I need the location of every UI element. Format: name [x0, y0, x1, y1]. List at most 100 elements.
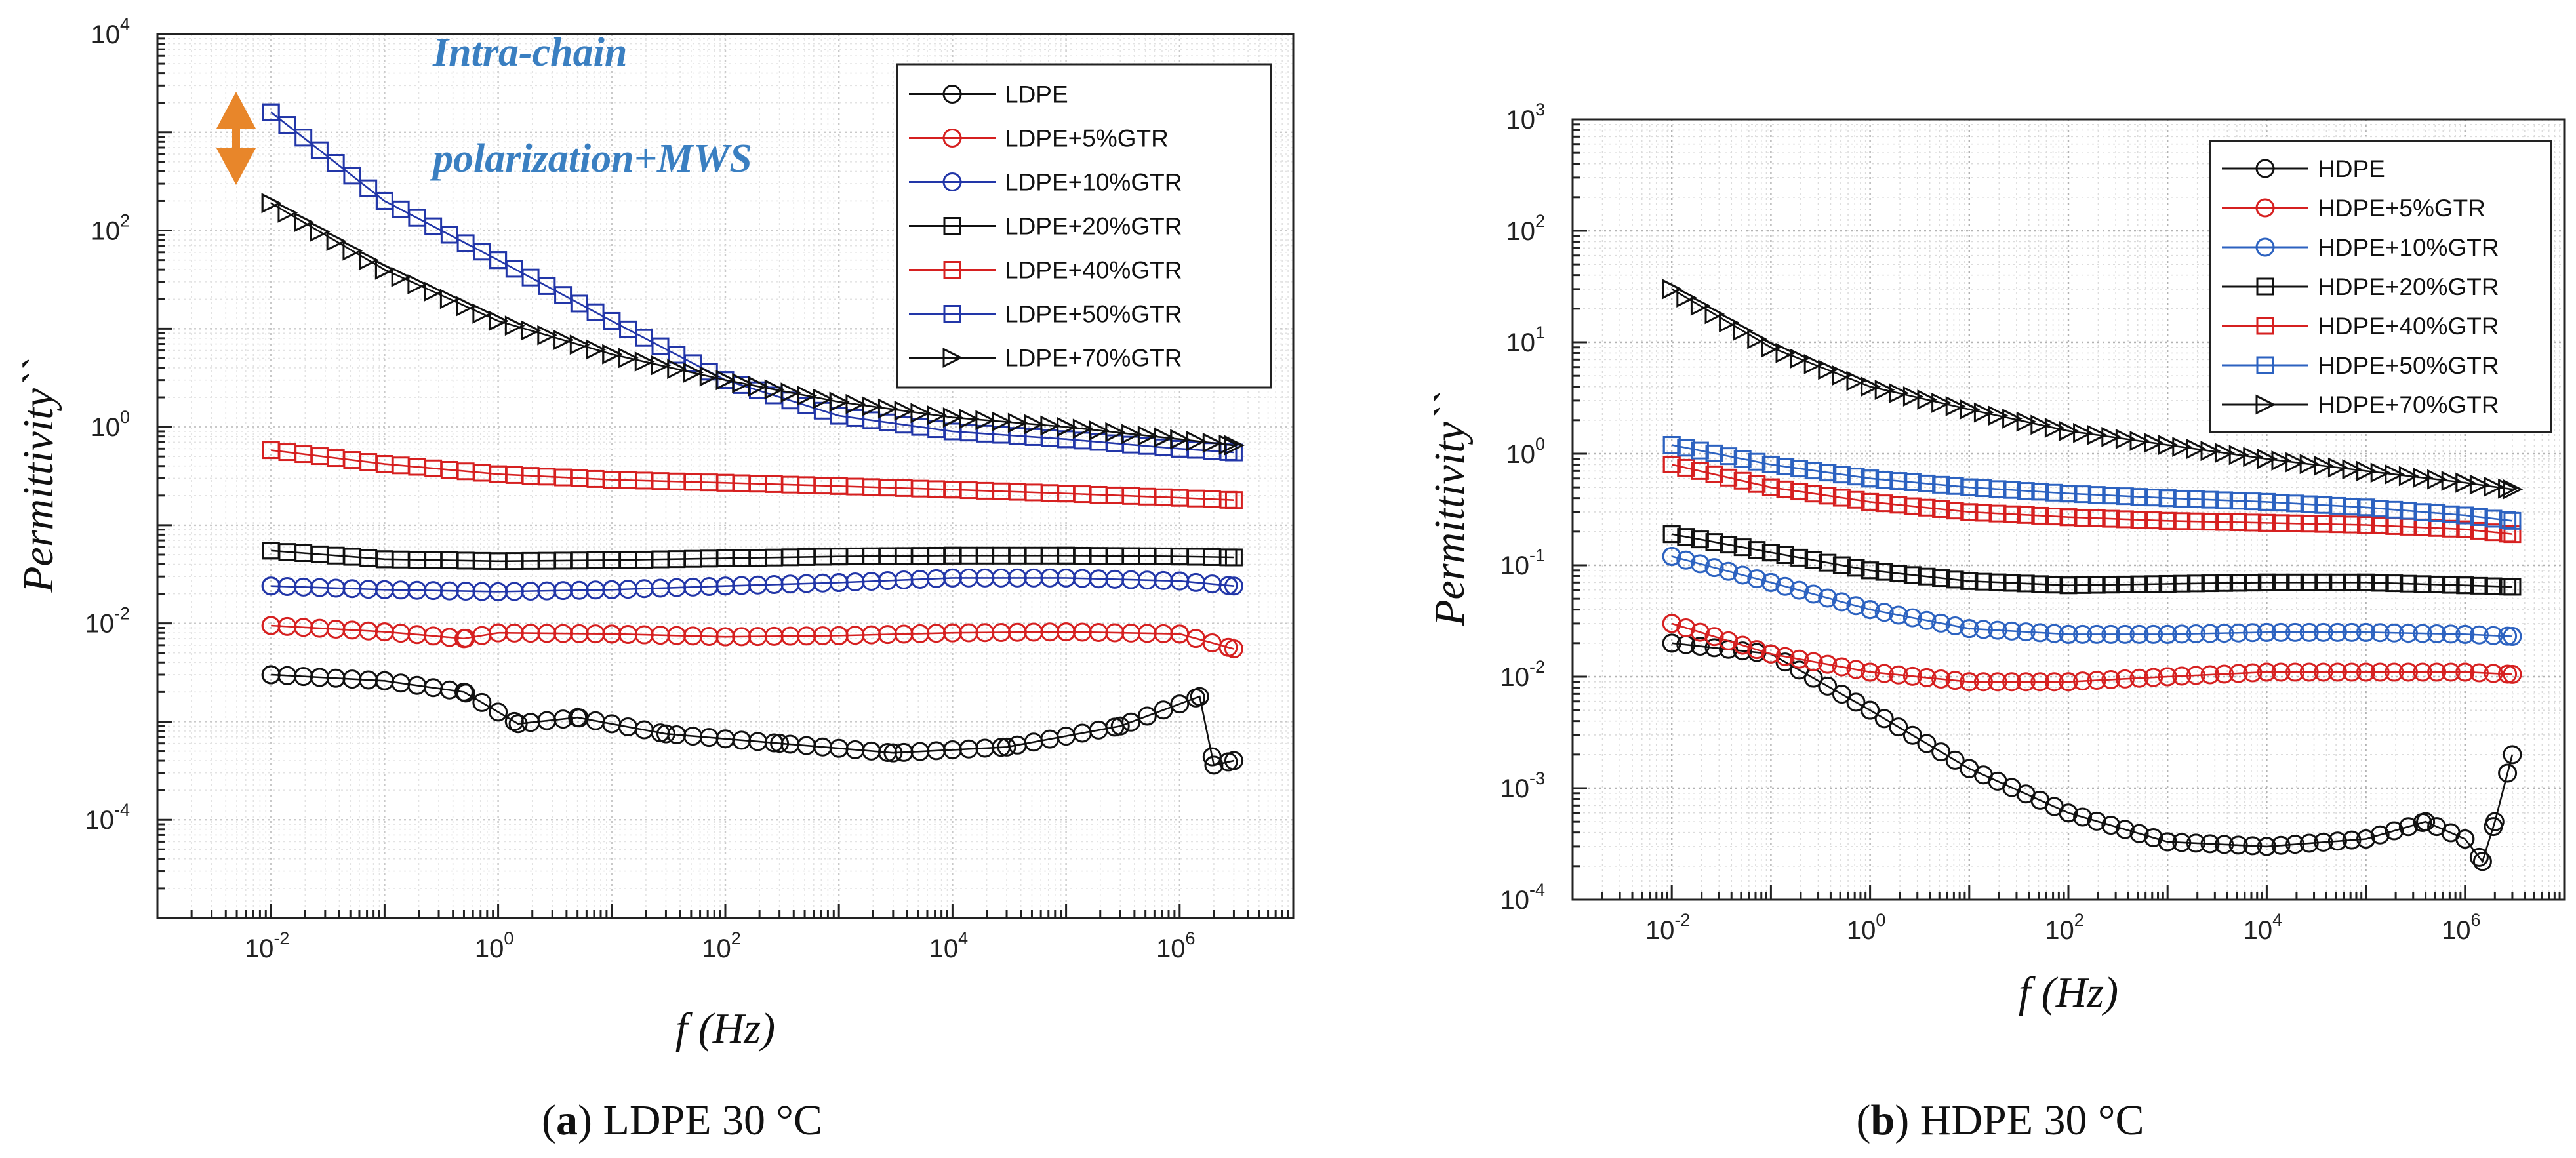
data-point — [2115, 820, 2135, 839]
data-point — [2327, 622, 2347, 642]
data-point — [1988, 504, 2007, 523]
data-point — [716, 549, 735, 567]
data-point — [603, 471, 621, 489]
data-point — [359, 179, 378, 197]
data-point — [2158, 667, 2177, 687]
data-point — [1775, 576, 1795, 596]
data-point — [2343, 498, 2361, 516]
data-point — [716, 473, 735, 492]
data-point — [2158, 511, 2177, 530]
data-point — [1931, 613, 1951, 633]
data-point — [1761, 644, 1781, 664]
data-point — [2328, 515, 2346, 534]
data-point — [992, 411, 1012, 432]
data-point — [748, 376, 769, 397]
data-point — [1818, 654, 1838, 674]
data-point — [1903, 473, 1922, 491]
data-point — [2144, 489, 2163, 507]
data-point — [1819, 553, 1837, 572]
data-point — [375, 191, 393, 210]
legend-item: LDPE — [909, 81, 1068, 108]
data-point — [1902, 725, 1922, 745]
y-axis-title: Permittivity`` — [14, 359, 62, 593]
data-point — [2044, 624, 2064, 643]
series-ldpe-40-gtr — [262, 441, 1243, 509]
data-point — [2327, 831, 2347, 851]
legend-item: HDPE+20%GTR — [2222, 273, 2499, 300]
y-tick-label: 101 — [1506, 323, 1545, 357]
series-hdpe-5-gtr — [1662, 614, 2522, 692]
data-point — [2101, 624, 2121, 644]
data-point — [1202, 432, 1223, 453]
data-point — [2073, 807, 2093, 827]
data-point — [2059, 803, 2078, 823]
data-point — [2059, 508, 2078, 527]
data-point — [2498, 763, 2518, 783]
data-point — [1775, 342, 1796, 363]
data-point — [2498, 478, 2518, 499]
data-point — [2342, 830, 2362, 850]
data-point — [2059, 576, 2078, 595]
data-point — [2073, 671, 2093, 691]
data-point — [1946, 477, 1964, 495]
data-point — [1733, 320, 1754, 341]
data-point — [1918, 498, 1936, 517]
data-point — [2059, 420, 2080, 441]
data-point — [1775, 652, 1795, 672]
data-point — [1121, 424, 1142, 445]
chart-a: 10-2 100 102 104 106 10-4 10-2 100 102 104 f (Hz) P… — [14, 14, 1295, 1052]
data-point — [1846, 370, 1867, 391]
legend-label: LDPE — [1005, 81, 1068, 108]
x-tick-label: 106 — [1156, 928, 1196, 963]
data-point — [1932, 569, 1950, 588]
data-point — [1819, 464, 1837, 482]
data-point — [1170, 624, 1190, 644]
data-point — [2314, 573, 2333, 591]
legend-label: HDPE+40%GTR — [2318, 313, 2499, 340]
data-point — [2129, 624, 2149, 644]
data-point — [489, 702, 508, 722]
data-point — [2370, 623, 2390, 643]
data-point — [1776, 458, 1794, 476]
legend-marker — [942, 129, 962, 148]
data-point — [1889, 383, 1910, 403]
data-point — [2031, 483, 2049, 501]
data-point — [2200, 834, 2220, 854]
data-point — [1988, 672, 2007, 692]
data-point — [1733, 538, 1752, 557]
data-point — [1186, 431, 1207, 452]
data-point — [1662, 614, 1681, 633]
data-point — [1790, 660, 1809, 680]
data-point — [943, 481, 961, 499]
data-point — [454, 629, 473, 649]
data-point — [2484, 476, 2505, 497]
data-point — [1790, 649, 1809, 669]
data-point — [1960, 672, 1979, 692]
data-point — [2030, 414, 2051, 435]
data-point — [883, 743, 903, 763]
data-point — [2272, 494, 2290, 512]
data-point — [1690, 622, 1710, 642]
legend-item: LDPE+5%GTR — [909, 125, 1169, 152]
data-point — [1803, 584, 1823, 604]
data-point — [1704, 627, 1724, 647]
data-point — [2116, 510, 2134, 529]
data-point — [2503, 745, 2522, 765]
data-point — [2314, 832, 2333, 852]
legend-marker — [2255, 198, 2275, 218]
data-point — [2243, 836, 2263, 856]
legend-label: LDPE+70%GTR — [1005, 345, 1182, 372]
data-point — [2172, 833, 2192, 852]
data-point — [2484, 664, 2503, 683]
data-point — [2285, 452, 2306, 473]
legend-item: LDPE+50%GTR — [909, 301, 1182, 328]
data-point — [2328, 496, 2346, 515]
data-point — [1818, 359, 1839, 380]
data-point — [2357, 498, 2375, 517]
data-point — [602, 580, 622, 599]
data-point — [602, 624, 622, 644]
data-point — [2441, 662, 2461, 682]
series-line — [1671, 622, 2513, 683]
data-point — [1875, 494, 1893, 513]
data-point — [2044, 418, 2065, 439]
